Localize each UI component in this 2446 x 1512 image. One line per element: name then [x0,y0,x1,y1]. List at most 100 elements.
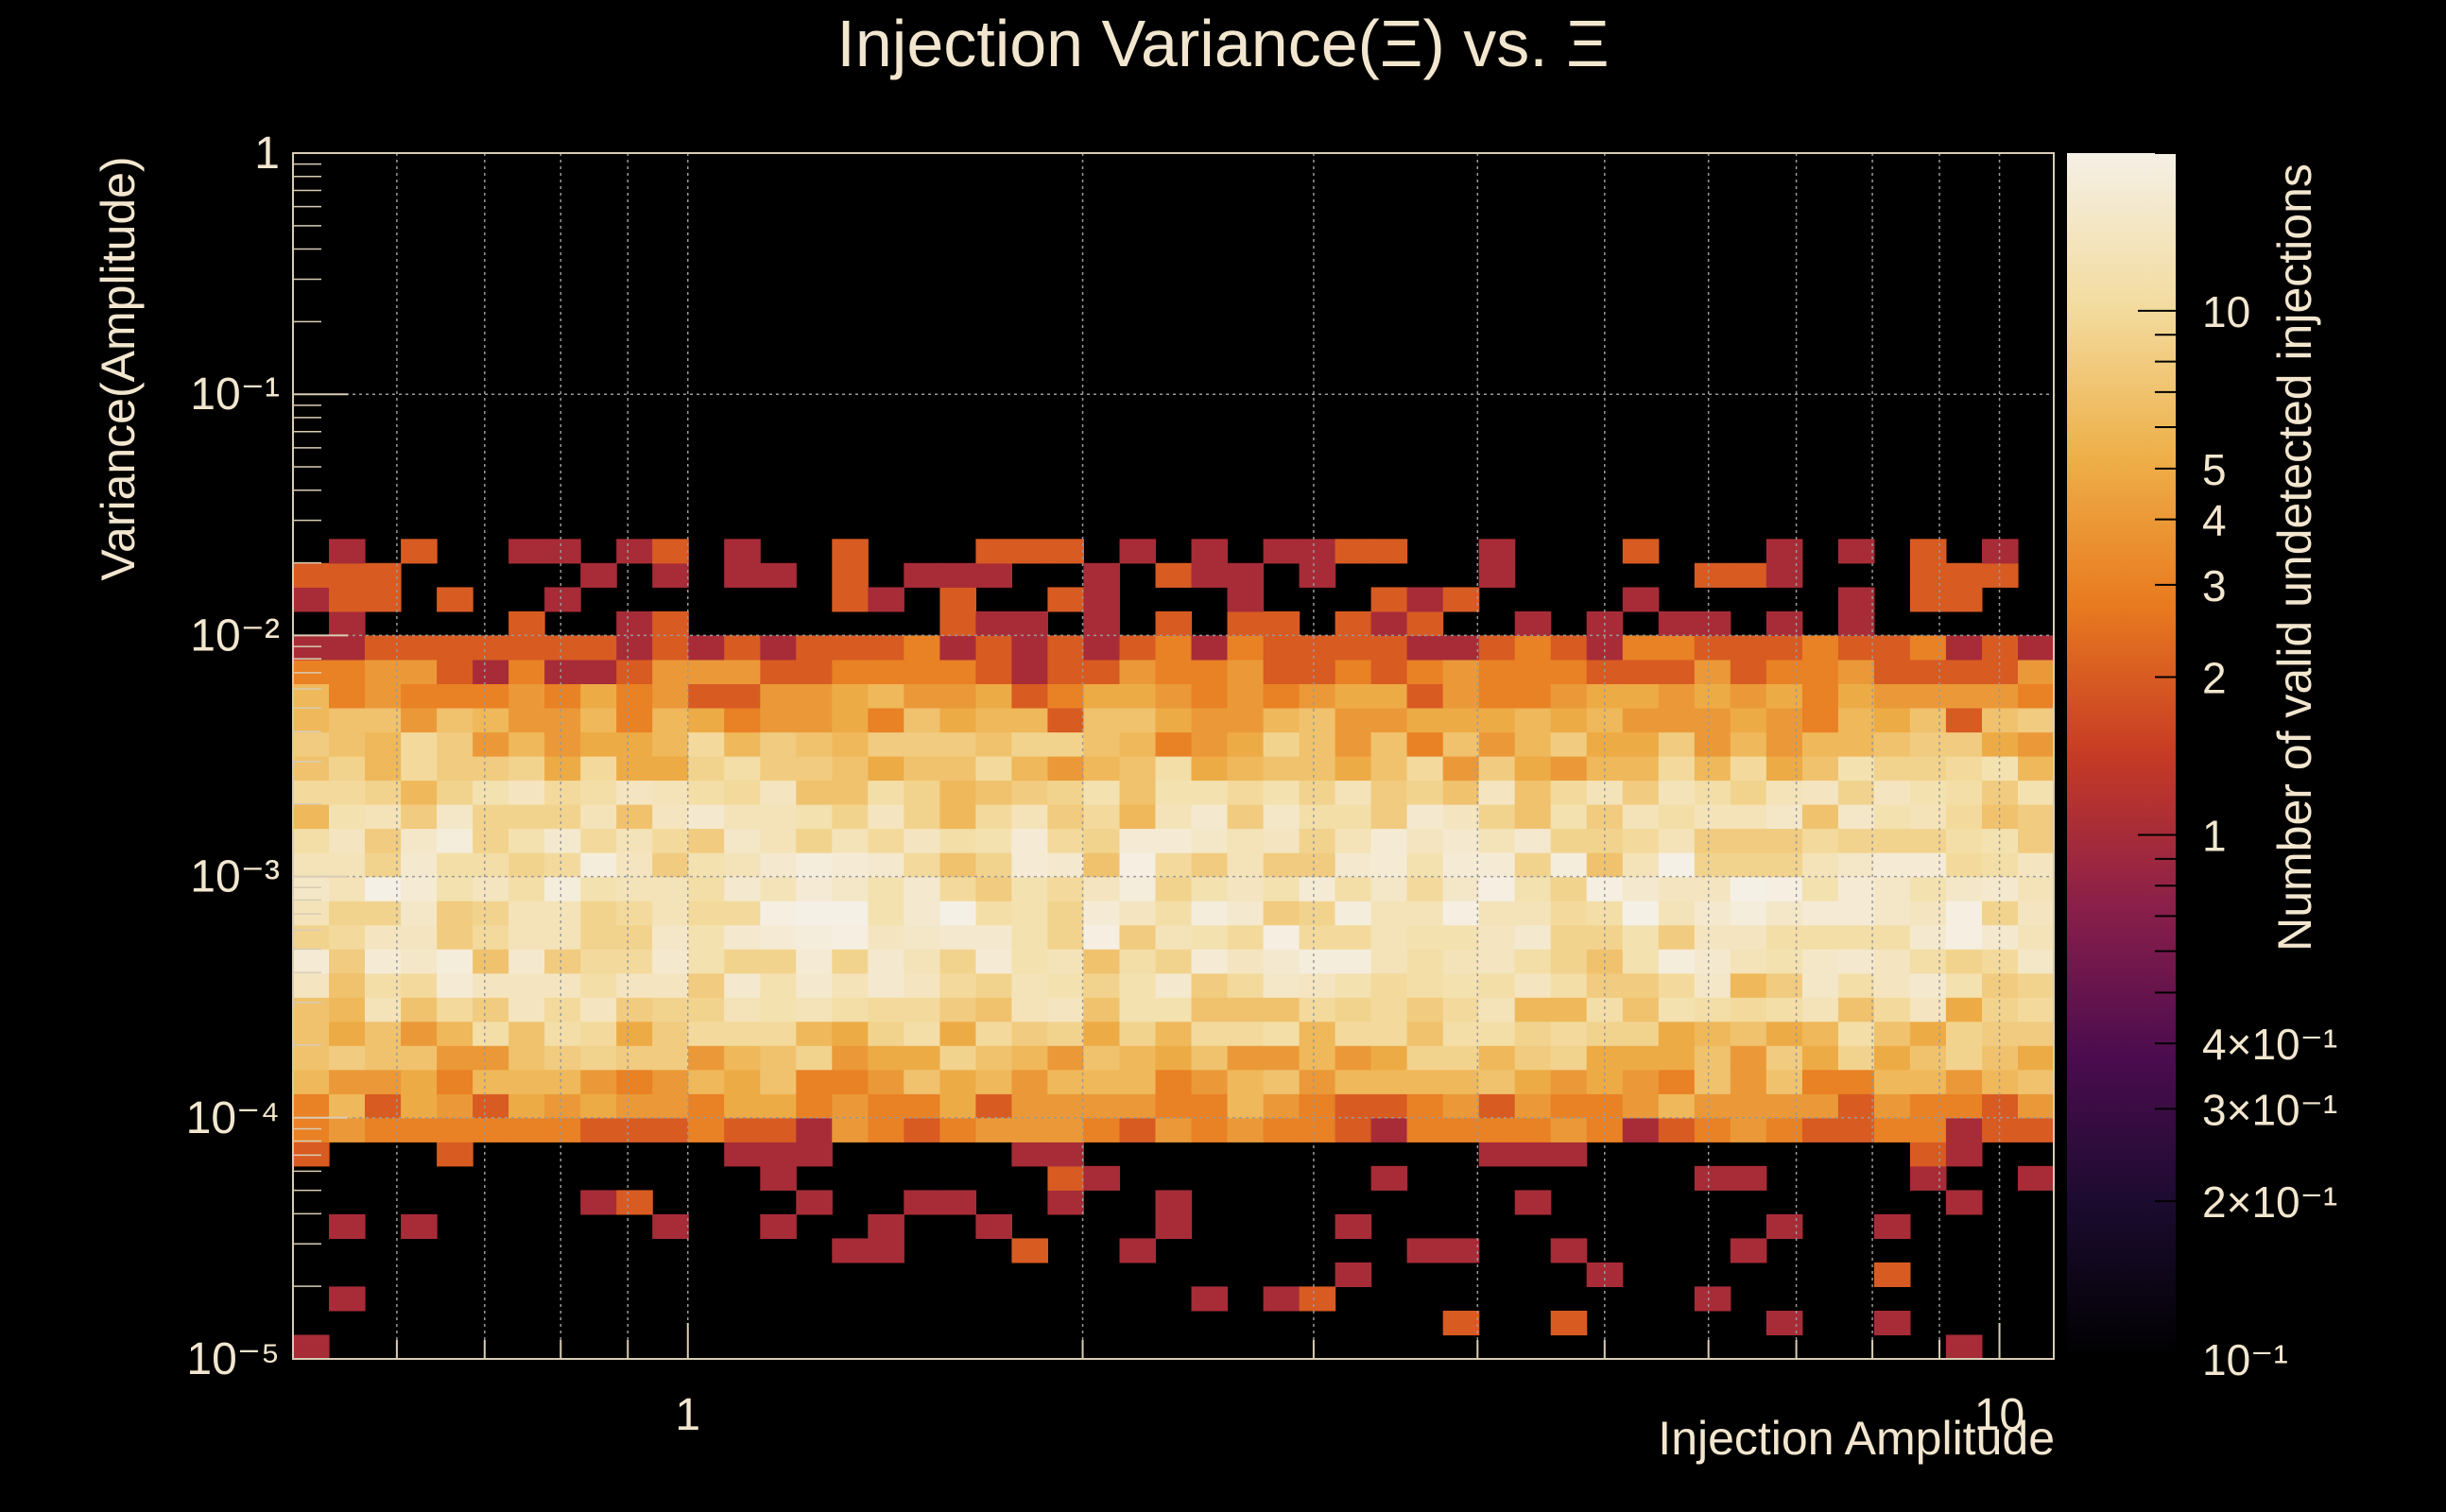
heatmap-cell [1155,635,1193,661]
heatmap-cell [1694,1093,1731,1119]
heatmap-cell [1766,997,1803,1022]
heatmap-cell [1909,972,1947,998]
heatmap-cell [1299,780,1336,805]
heatmap-cell [1945,659,1983,684]
heatmap-cell [1119,683,1157,709]
heatmap-cell [1478,562,1516,588]
heatmap-cell [796,876,833,902]
heatmap-cell [401,997,438,1022]
heatmap-cell [1694,780,1731,805]
heatmap-cell [688,949,725,974]
heatmap-cell [939,852,976,878]
heatmap-cell [1263,1069,1301,1094]
heatmap-cell [724,539,761,564]
heatmap-cell [868,659,904,684]
heatmap-cell [473,1045,509,1071]
heatmap-cell [2018,924,2055,950]
chart-title: Injection Variance(Ξ) vs. Ξ [836,7,1610,80]
heatmap-cell [688,1069,725,1094]
heatmap-cell [437,1045,474,1071]
heatmap-cell [1011,852,1048,878]
heatmap-cell [939,683,976,709]
heatmap-cell [904,972,940,998]
heatmap-cell [365,708,402,733]
heatmap-cell [760,997,797,1022]
heatmap-cell [544,780,581,805]
heatmap-cell [1191,659,1229,684]
heatmap-cell [1335,1117,1372,1143]
heatmap-cell [1766,949,1803,974]
heatmap-cell [796,1190,833,1215]
heatmap-cell [1514,876,1552,902]
heatmap-cell [1550,901,1588,926]
heatmap-cell [1406,1069,1444,1094]
heatmap-cell [1945,780,1983,805]
heatmap-cell [760,1142,797,1167]
heatmap-cell [473,756,509,782]
heatmap-cell [1658,876,1696,902]
heatmap-cell [1191,924,1229,950]
heatmap-cell [1263,708,1301,733]
heatmap-cell [1909,539,1947,564]
heatmap-cell [1263,610,1301,636]
heatmap-cell [1083,1045,1120,1071]
heatmap-cell [508,852,545,878]
heatmap-cell [1945,1190,1983,1215]
heatmap-cell [724,876,761,902]
heatmap-cell [473,659,509,684]
heatmap-cell [1047,659,1084,684]
heatmap-cell [939,562,976,588]
heatmap-cell [1335,1213,1372,1239]
color-bar-tick-label: 4 [2202,496,2227,545]
heatmap-cell [832,683,869,709]
heatmap-cell [329,876,366,902]
heatmap-cell [688,852,725,878]
heatmap-cell [1442,828,1480,853]
heatmap-cell [1837,610,1875,636]
heatmap-cell [1945,731,1983,757]
heatmap-cell [1873,949,1911,974]
heatmap-cell [975,852,1012,878]
heatmap-cell [1227,659,1265,684]
heatmap-cell [1047,683,1084,709]
heatmap-cell [1478,1117,1516,1143]
heatmap-cell [1478,659,1516,684]
heatmap-cell [508,610,545,636]
heatmap-cell [868,997,904,1022]
heatmap-cell [939,876,976,902]
heatmap-cell [1155,876,1193,902]
heatmap-cell [904,1021,940,1046]
heatmap-cell [868,876,904,902]
heatmap-cell [1550,1069,1588,1094]
heatmap-cell [293,828,330,853]
heatmap-cell [1945,683,1983,709]
heatmap-cell [1514,780,1552,805]
heatmap-cell [508,876,545,902]
heatmap-cell [1011,635,1048,661]
heatmap-cell [1155,972,1193,998]
x-axis-ticks: 1 10 [395,1323,2024,1440]
heatmap-cell [1550,780,1588,805]
heatmap-cell [437,683,474,709]
heatmap-cell [544,659,581,684]
heatmap-cell [1191,780,1229,805]
heatmap-cell [1550,828,1588,853]
heatmap-cell [1227,780,1265,805]
heatmap-cell [1263,804,1301,830]
heatmap-cell [760,1165,797,1191]
heatmap-cell [796,949,833,974]
heatmap-cell [1694,610,1731,636]
heatmap-cell [293,708,330,733]
heatmap-cell [1191,1093,1229,1119]
heatmap-cell [1730,804,1767,830]
heatmap-cell [688,924,725,950]
heatmap-cell [365,562,402,588]
y-tick-label: 10⁻⁵ [186,1334,280,1384]
heatmap-cell [832,587,869,612]
heatmap-cell [1658,1021,1696,1046]
heatmap-cell [1909,780,1947,805]
heatmap-cell [1945,708,1983,733]
heatmap-cell [580,1117,617,1143]
heatmap-cell [293,683,330,709]
heatmap-cell [580,876,617,902]
